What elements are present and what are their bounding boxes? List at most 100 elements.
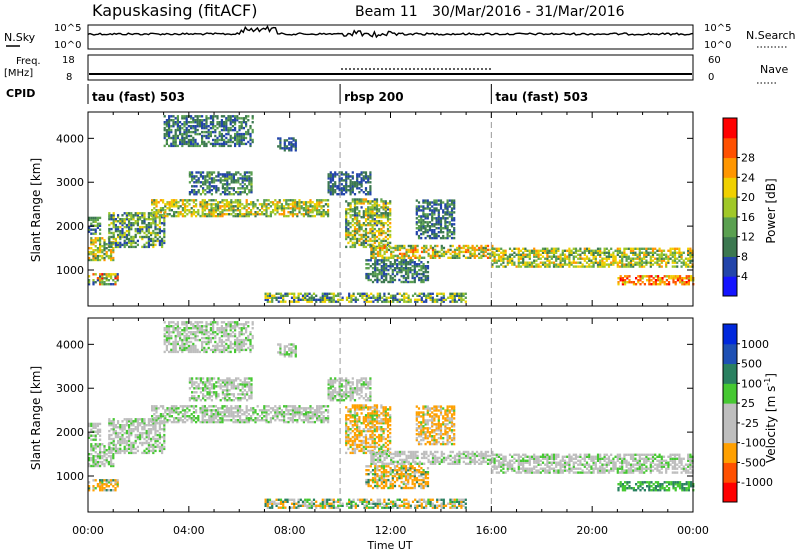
velocity-cell <box>125 418 128 421</box>
power-cell <box>660 255 663 258</box>
power-cell <box>179 205 182 208</box>
colorbar-tick-label: 16 <box>741 211 755 224</box>
power-cell <box>345 237 348 241</box>
velocity-cell <box>134 451 137 455</box>
velocity-cell <box>94 430 97 433</box>
power-cell <box>188 181 191 184</box>
power-cell <box>212 207 215 210</box>
velocity-cell <box>88 481 91 484</box>
power-cell <box>486 248 490 252</box>
power-cell <box>482 248 485 252</box>
power-cell <box>210 171 213 174</box>
power-cell <box>605 263 608 266</box>
velocity-cell <box>141 451 144 455</box>
power-cell <box>506 257 509 260</box>
power-cell <box>170 142 173 146</box>
velocity-cell <box>197 385 200 388</box>
power-cell <box>364 245 368 249</box>
power-cell <box>338 177 341 180</box>
power-cell <box>280 207 283 210</box>
velocity-cell <box>204 399 207 402</box>
velocity-cell <box>152 451 155 455</box>
power-cell <box>296 214 299 218</box>
power-cell <box>105 277 108 280</box>
power-cell <box>577 257 580 260</box>
power-cell <box>158 216 161 219</box>
velocity-cell <box>212 420 215 424</box>
power-cell <box>380 212 383 215</box>
velocity-cell <box>136 435 139 439</box>
power-cell <box>163 126 166 130</box>
power-cell <box>199 214 202 218</box>
power-cell <box>190 142 193 146</box>
power-cell <box>437 219 440 222</box>
power-cell <box>283 199 286 202</box>
power-cell <box>367 243 370 247</box>
power-cell <box>265 199 268 202</box>
power-cell <box>376 263 379 266</box>
power-cell <box>351 220 354 223</box>
velocity-cell <box>139 422 142 425</box>
power-cell <box>413 280 416 284</box>
power-cell <box>203 125 206 128</box>
power-cell <box>422 300 426 303</box>
power-cell <box>679 275 682 278</box>
power-cell <box>280 205 283 208</box>
power-cell <box>112 235 115 239</box>
power-cell <box>384 216 387 219</box>
power-cell <box>322 209 325 212</box>
power-cell <box>204 193 207 196</box>
power-cell <box>121 220 124 223</box>
power-cell <box>390 254 393 258</box>
power-cell <box>382 214 385 217</box>
power-cell <box>627 263 630 266</box>
velocity-cell <box>221 405 224 408</box>
power-cell <box>369 181 372 184</box>
power-cell <box>206 187 209 190</box>
power-cell <box>209 130 212 134</box>
power-cell <box>356 173 359 176</box>
velocity-cell <box>318 419 321 422</box>
power-cell <box>511 259 514 262</box>
power-cell <box>524 263 527 266</box>
power-cell <box>234 134 237 138</box>
power-cell <box>442 246 446 250</box>
power-cell <box>230 181 233 184</box>
power-cell <box>429 296 432 299</box>
power-cell <box>245 203 248 206</box>
power-cell <box>382 272 386 276</box>
power-cell <box>453 250 457 254</box>
velocity-cell <box>136 433 139 437</box>
power-cell <box>414 254 417 258</box>
velocity-cell <box>280 419 283 422</box>
power-cell <box>403 292 406 295</box>
power-cell <box>445 250 448 254</box>
power-cell <box>313 205 316 208</box>
power-cell <box>394 294 397 297</box>
power-cell <box>391 278 394 282</box>
power-cell <box>356 212 359 215</box>
power-cell <box>519 249 523 252</box>
power-cell <box>105 252 108 256</box>
power-cell <box>96 254 99 258</box>
power-cell <box>356 179 359 182</box>
velocity-cell <box>221 420 224 424</box>
power-cell <box>307 205 310 208</box>
power-cell <box>382 206 385 209</box>
power-cell <box>352 294 355 297</box>
power-cell <box>448 223 451 226</box>
velocity-cell <box>154 426 157 429</box>
power-cell <box>277 300 280 303</box>
power-cell <box>107 283 110 286</box>
power-cell <box>107 273 110 276</box>
power-cell <box>315 294 318 297</box>
power-cell <box>640 265 644 268</box>
velocity-cell <box>145 447 148 451</box>
power-cell <box>444 207 447 210</box>
power-cell <box>353 206 357 209</box>
velocity-cell <box>110 441 113 445</box>
colorbar-frame <box>722 117 738 297</box>
power-cell <box>280 203 283 206</box>
velocity-cell <box>265 409 268 412</box>
velocity-cell <box>88 422 91 426</box>
